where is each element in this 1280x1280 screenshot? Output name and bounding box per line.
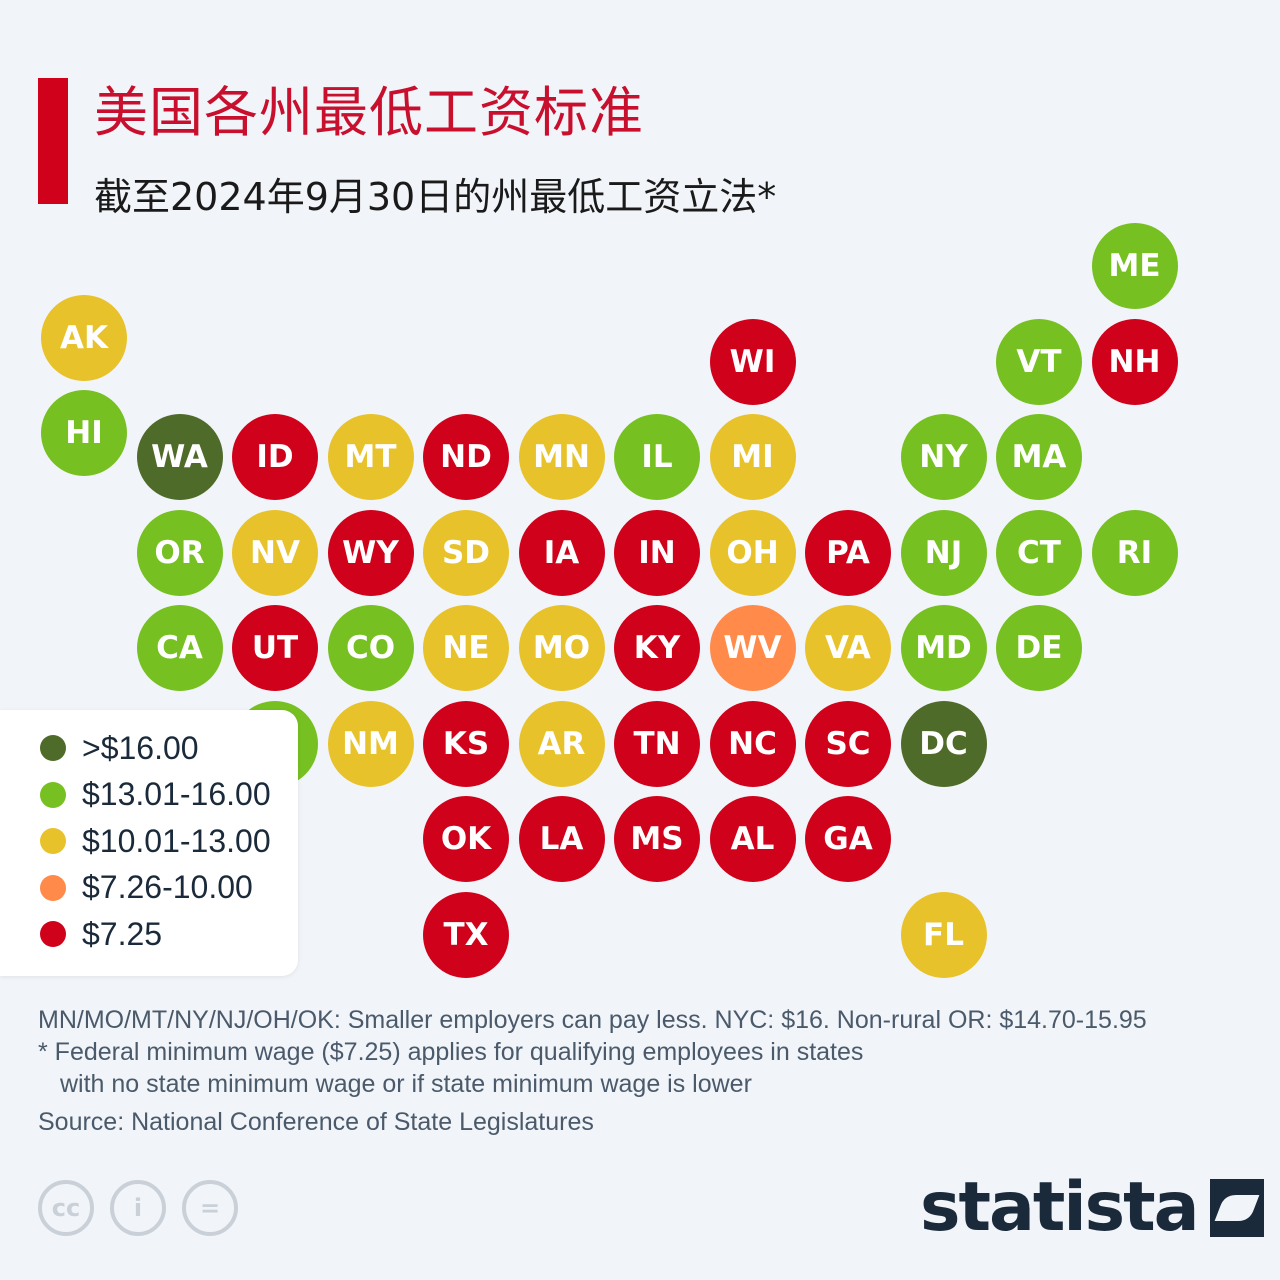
state-pa: PA <box>805 509 891 596</box>
legend: >$16.00 $13.01-16.00 $10.01-13.00 $7.26-10.… <box>0 710 298 976</box>
legend-item: >$16.00 <box>40 728 199 768</box>
footnotes: MN/MO/MT/NY/NJ/OH/OK: Smaller employers … <box>38 1004 1147 1100</box>
state-ct: CT <box>996 509 1082 596</box>
state-hi: HI <box>41 390 127 477</box>
state-ia: IA <box>518 509 605 596</box>
state-sc: SC <box>805 700 891 787</box>
state-wi: WI <box>709 318 796 405</box>
title-accent-bar <box>38 78 68 204</box>
footnote-federal: * Federal minimum wage ($7.25) applies f… <box>38 1038 864 1066</box>
state-md: MD <box>900 605 987 691</box>
state-wa: WA <box>136 414 223 500</box>
legend-swatch <box>40 781 66 808</box>
state-ga: GA <box>805 796 891 882</box>
state-ca: CA <box>136 605 223 691</box>
state-oh: OH <box>709 509 796 596</box>
legend-swatch <box>40 735 66 761</box>
state-va: VA <box>805 605 891 691</box>
page-subtitle: 截至2024年9月30日的州最低工资立法* <box>94 175 777 219</box>
state-al: AL <box>709 796 796 882</box>
state-wy: WY <box>327 509 414 596</box>
state-ut: UT <box>232 605 318 691</box>
state-me: ME <box>1091 223 1178 309</box>
state-la: LA <box>518 796 605 882</box>
legend-label: $10.01-13.00 <box>82 822 271 859</box>
legend-item: $13.01-16.00 <box>40 775 271 815</box>
brand-wordmark: statista <box>920 1168 1200 1247</box>
state-ak: AK <box>41 294 127 381</box>
state-nm: NM <box>327 700 414 787</box>
state-ne: NE <box>423 605 509 691</box>
state-nh: NH <box>1091 318 1178 405</box>
state-wv: WV <box>709 605 796 691</box>
state-mi: MI <box>709 414 796 500</box>
state-dc: DC <box>900 700 987 787</box>
state-fl: FL <box>900 891 987 978</box>
state-tn: TN <box>614 700 700 787</box>
footnote-federal-cont: with no state minimum wage or if state m… <box>60 1070 752 1098</box>
state-ok: OK <box>423 796 509 882</box>
legend-item: $7.26-10.00 <box>40 868 253 908</box>
attribution-icon: i <box>110 1180 166 1236</box>
statista-logo: statista <box>920 1168 1268 1247</box>
no-derivatives-icon: = <box>182 1180 238 1236</box>
state-in: IN <box>614 509 700 596</box>
legend-swatch <box>40 828 66 854</box>
footnote-employers: MN/MO/MT/NY/NJ/OH/OK: Smaller employers … <box>38 1006 1147 1034</box>
state-id: ID <box>232 414 318 500</box>
state-vt: VT <box>996 318 1082 405</box>
state-mo: MO <box>518 605 605 691</box>
state-ny: NY <box>900 414 987 500</box>
state-tx: TX <box>423 891 509 978</box>
legend-label: $13.01-16.00 <box>82 776 271 812</box>
state-ms: MS <box>614 796 700 882</box>
state-nv: NV <box>232 509 318 596</box>
legend-item: $7.25 <box>40 914 162 954</box>
state-de: DE <box>996 605 1082 691</box>
legend-label: $7.25 <box>82 915 163 952</box>
state-ri: RI <box>1091 509 1178 596</box>
state-ar: AR <box>518 700 605 787</box>
state-co: CO <box>327 605 414 691</box>
state-nj: NJ <box>900 509 987 596</box>
state-mn: MN <box>518 414 605 500</box>
legend-swatch <box>40 874 66 901</box>
statista-mark-icon <box>1209 1178 1264 1237</box>
license-icons: cc i = <box>38 1180 254 1236</box>
state-sd: SD <box>423 509 509 596</box>
legend-swatch <box>40 921 66 947</box>
state-ks: KS <box>423 700 509 787</box>
cc-icon: cc <box>38 1180 94 1236</box>
source-note: Source: National Conference of State Leg… <box>38 1108 594 1136</box>
state-or: OR <box>136 509 223 596</box>
state-nc: NC <box>709 700 796 787</box>
state-ma: MA <box>996 414 1082 500</box>
state-ky: KY <box>614 605 700 691</box>
legend-item: $10.01-13.00 <box>40 821 271 861</box>
state-nd: ND <box>423 414 509 500</box>
state-mt: MT <box>327 414 414 500</box>
page-title: 美国各州最低工资标准 <box>94 81 644 144</box>
legend-label: >$16.00 <box>82 729 199 766</box>
state-il: IL <box>614 414 700 500</box>
legend-label: $7.26-10.00 <box>82 869 253 905</box>
